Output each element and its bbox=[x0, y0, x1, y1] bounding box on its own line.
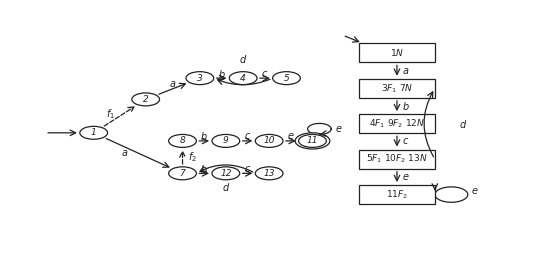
Text: $3F_1\ 7N$: $3F_1\ 7N$ bbox=[381, 82, 413, 94]
Circle shape bbox=[299, 134, 326, 147]
Text: 3: 3 bbox=[197, 74, 203, 83]
Text: $c$: $c$ bbox=[244, 132, 251, 141]
FancyBboxPatch shape bbox=[359, 150, 435, 169]
Text: 1: 1 bbox=[91, 128, 97, 137]
FancyBboxPatch shape bbox=[359, 185, 435, 204]
Text: $b$: $b$ bbox=[200, 163, 208, 175]
Text: $b$: $b$ bbox=[217, 68, 225, 80]
Text: $e$: $e$ bbox=[287, 132, 295, 141]
Circle shape bbox=[255, 134, 283, 147]
FancyBboxPatch shape bbox=[359, 43, 435, 62]
Text: $d$: $d$ bbox=[239, 53, 247, 65]
Text: 5: 5 bbox=[283, 74, 290, 83]
Text: $e$: $e$ bbox=[402, 172, 410, 182]
Text: $e$: $e$ bbox=[335, 124, 342, 134]
Circle shape bbox=[212, 134, 240, 147]
Text: $c$: $c$ bbox=[244, 164, 251, 174]
Text: $a$: $a$ bbox=[169, 79, 177, 89]
Circle shape bbox=[80, 126, 107, 139]
Text: 11: 11 bbox=[307, 136, 318, 145]
Text: $a$: $a$ bbox=[121, 148, 129, 158]
Text: $f_2$: $f_2$ bbox=[188, 150, 197, 164]
Text: $e$: $e$ bbox=[471, 186, 479, 196]
Circle shape bbox=[229, 72, 257, 85]
Text: $c$: $c$ bbox=[261, 69, 268, 79]
Text: 13: 13 bbox=[263, 169, 275, 178]
Circle shape bbox=[255, 167, 283, 180]
Text: $11F_2$: $11F_2$ bbox=[386, 188, 408, 201]
Text: $b$: $b$ bbox=[402, 100, 410, 112]
Text: 8: 8 bbox=[179, 136, 186, 145]
Text: $a$: $a$ bbox=[402, 65, 410, 75]
Text: $f_1$: $f_1$ bbox=[106, 107, 115, 121]
Text: $d$: $d$ bbox=[459, 118, 467, 130]
Circle shape bbox=[273, 72, 300, 85]
Text: $b$: $b$ bbox=[200, 130, 208, 143]
Text: 12: 12 bbox=[220, 169, 231, 178]
Text: $1N$: $1N$ bbox=[390, 47, 404, 58]
Text: $d$: $d$ bbox=[222, 181, 230, 194]
Circle shape bbox=[186, 72, 214, 85]
Text: 9: 9 bbox=[223, 136, 229, 145]
Text: 10: 10 bbox=[263, 136, 275, 145]
Circle shape bbox=[212, 167, 240, 180]
FancyBboxPatch shape bbox=[359, 114, 435, 133]
Text: $5F_1\ 10F_2\ 13N$: $5F_1\ 10F_2\ 13N$ bbox=[366, 153, 428, 165]
Circle shape bbox=[169, 167, 196, 180]
Text: $c$: $c$ bbox=[402, 136, 409, 146]
FancyBboxPatch shape bbox=[359, 79, 435, 98]
Circle shape bbox=[132, 93, 159, 106]
Circle shape bbox=[295, 133, 330, 149]
Text: 7: 7 bbox=[179, 169, 186, 178]
Text: 2: 2 bbox=[143, 95, 149, 104]
Text: 4: 4 bbox=[240, 74, 246, 83]
Circle shape bbox=[169, 134, 196, 147]
Text: $4F_1\ 9F_2\ 12N$: $4F_1\ 9F_2\ 12N$ bbox=[369, 118, 425, 130]
